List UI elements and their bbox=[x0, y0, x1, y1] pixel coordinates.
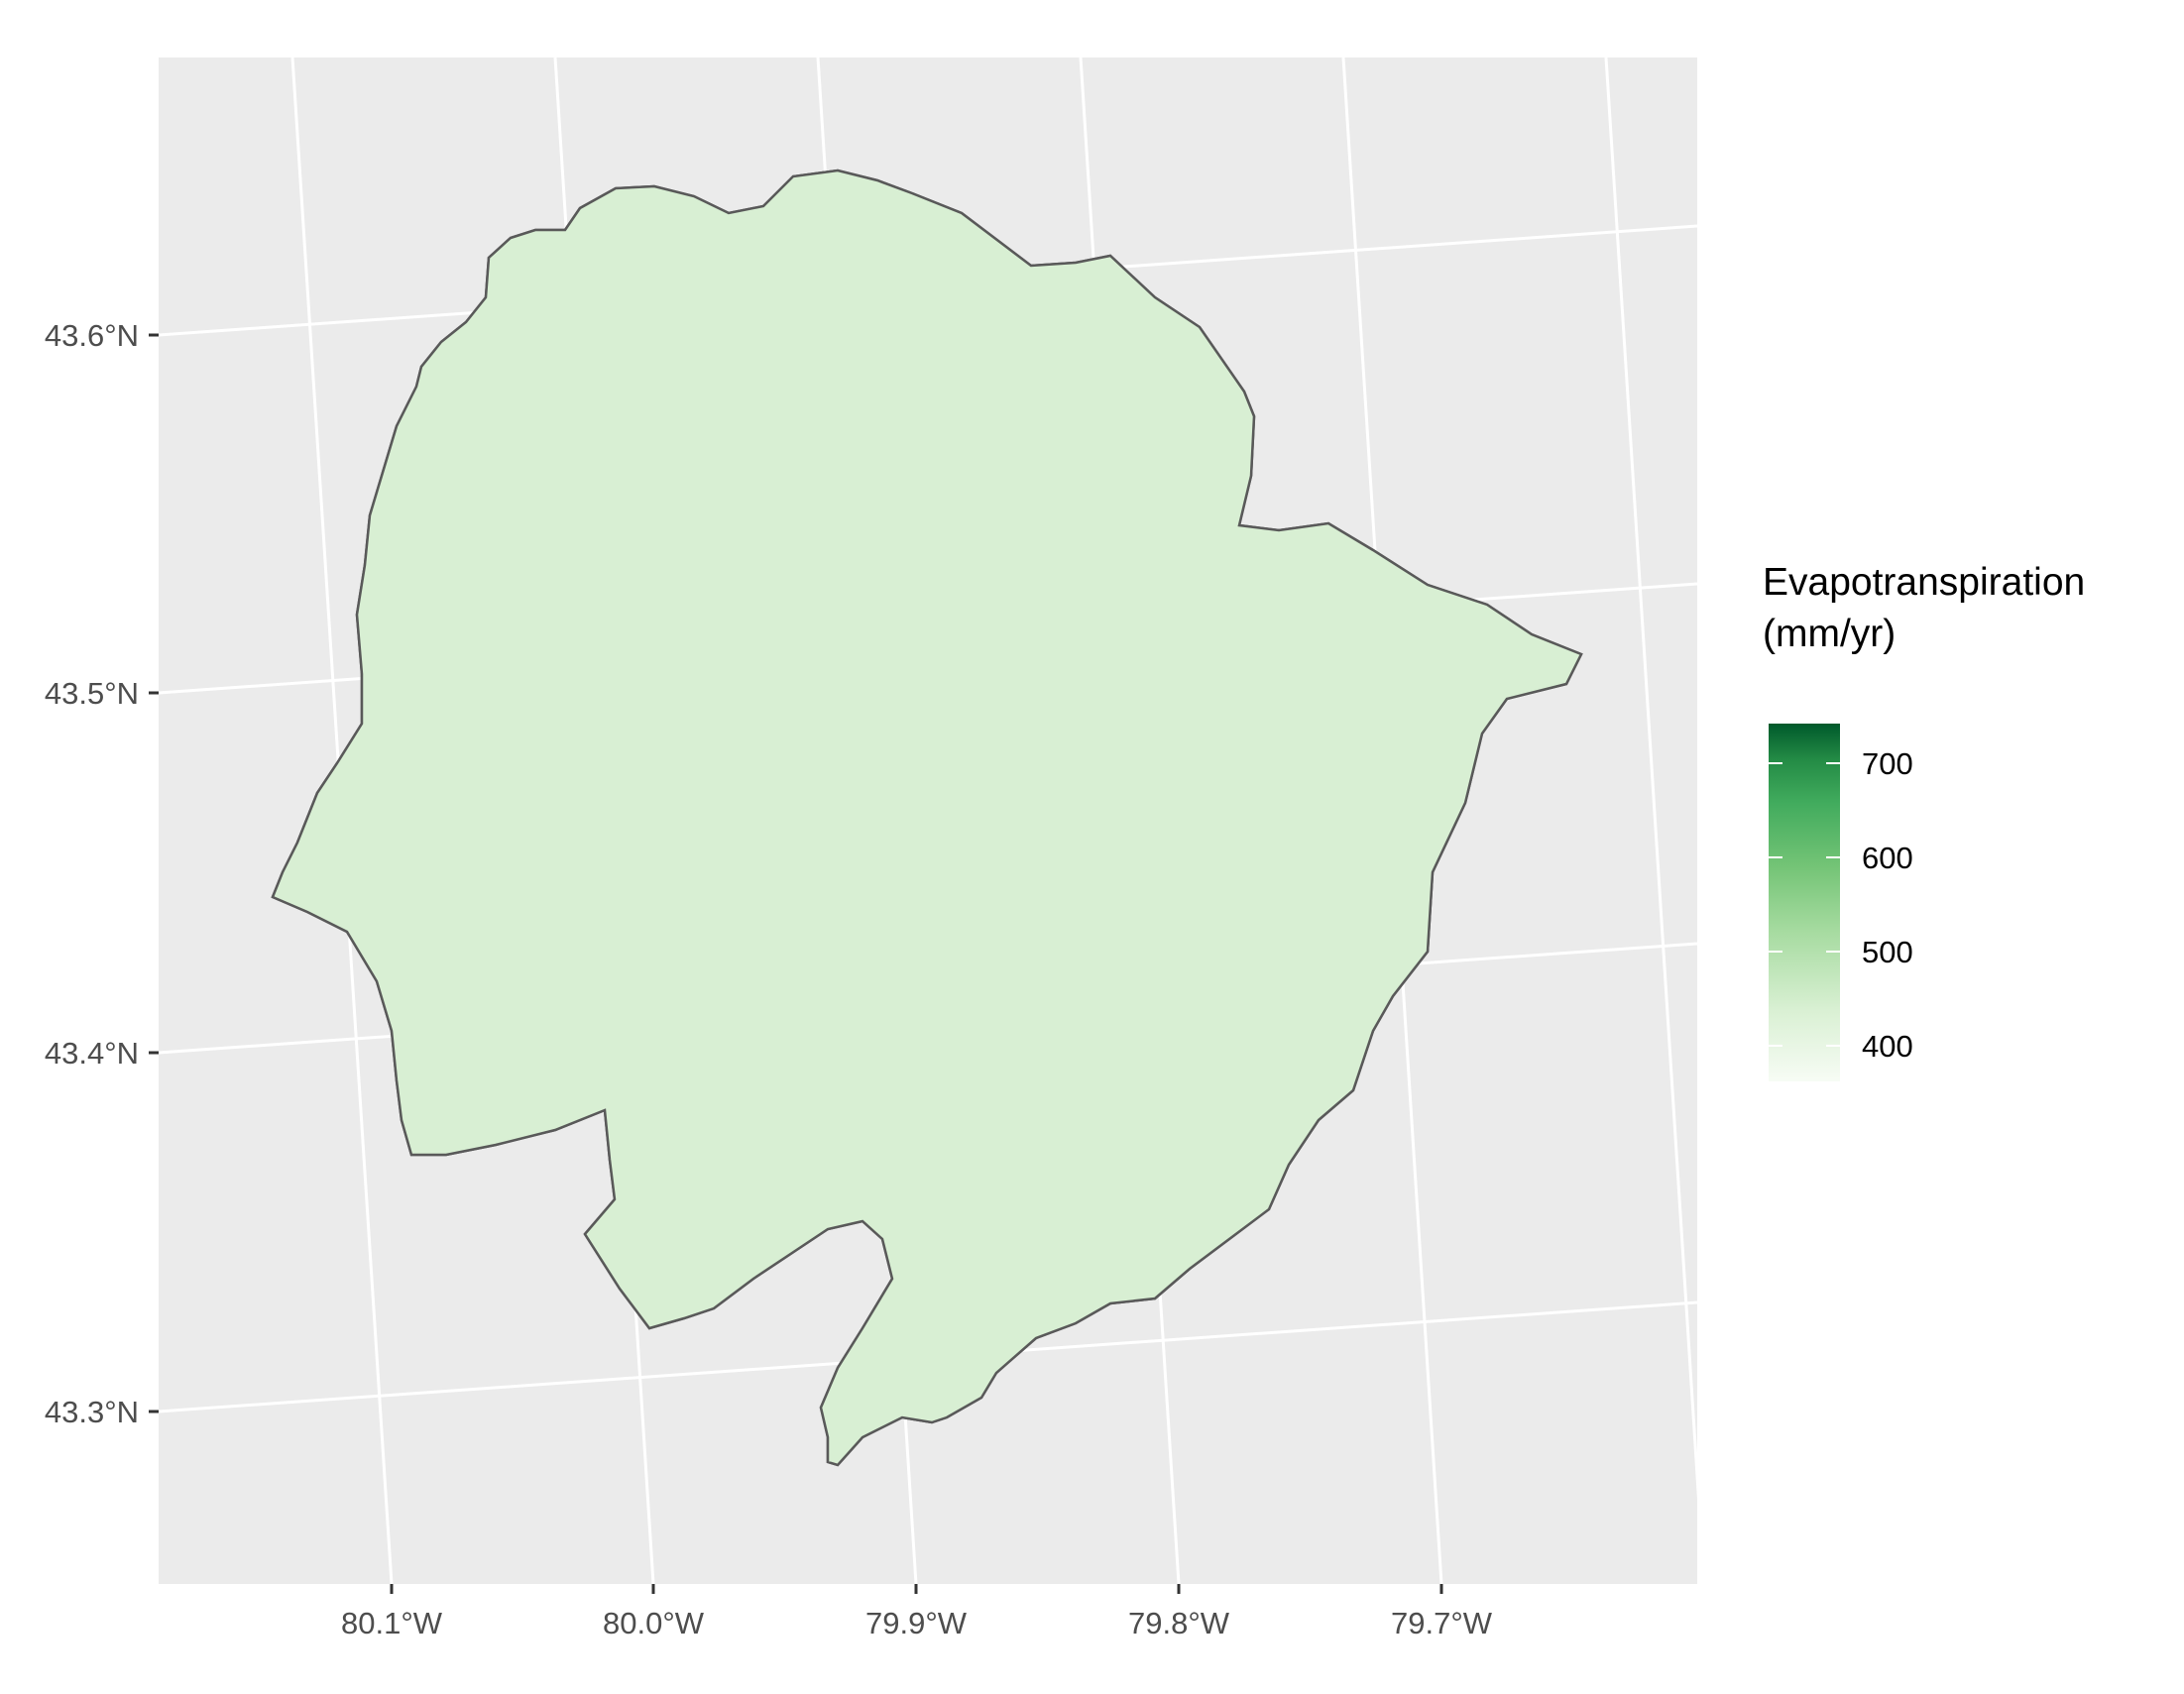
legend-ticks bbox=[1769, 762, 1840, 1047]
legend-tick-700: 700 bbox=[1862, 746, 1913, 781]
legend-title-line2: (mm/yr) bbox=[1763, 613, 1896, 655]
legend-title-line1: Evapotranspiration bbox=[1763, 561, 2085, 604]
legend-tick-400: 400 bbox=[1862, 1029, 1913, 1064]
lon-label-80-1: 80.1°W bbox=[341, 1606, 443, 1640]
lat-label-43-6: 43.6°N bbox=[45, 318, 139, 353]
lon-label-80-0: 80.0°W bbox=[603, 1606, 705, 1640]
longitude-line-79-6 bbox=[1604, 57, 1697, 1500]
legend: Evapotranspiration (mm/yr) 700 600 500 4… bbox=[1763, 561, 2085, 1081]
lon-label-79-7: 79.7°W bbox=[1391, 1606, 1493, 1640]
legend-colorbar bbox=[1769, 724, 1840, 1081]
lat-label-43-4: 43.4°N bbox=[45, 1036, 139, 1071]
lat-label-43-3: 43.3°N bbox=[45, 1395, 139, 1429]
lat-label-43-5: 43.5°N bbox=[45, 676, 139, 711]
y-axis-ticks bbox=[149, 333, 159, 1413]
legend-tick-600: 600 bbox=[1862, 841, 1913, 875]
x-axis-labels: 80.1°W 80.0°W 79.9°W 79.8°W 79.7°W bbox=[341, 1606, 1493, 1640]
lon-label-79-9: 79.9°W bbox=[865, 1606, 968, 1640]
y-axis-labels: 43.6°N 43.5°N 43.4°N 43.3°N bbox=[45, 318, 139, 1429]
x-axis-ticks bbox=[390, 1584, 1443, 1594]
lon-label-79-8: 79.8°W bbox=[1128, 1606, 1230, 1640]
watershed-region bbox=[271, 169, 1583, 1467]
legend-tick-500: 500 bbox=[1862, 935, 1913, 969]
